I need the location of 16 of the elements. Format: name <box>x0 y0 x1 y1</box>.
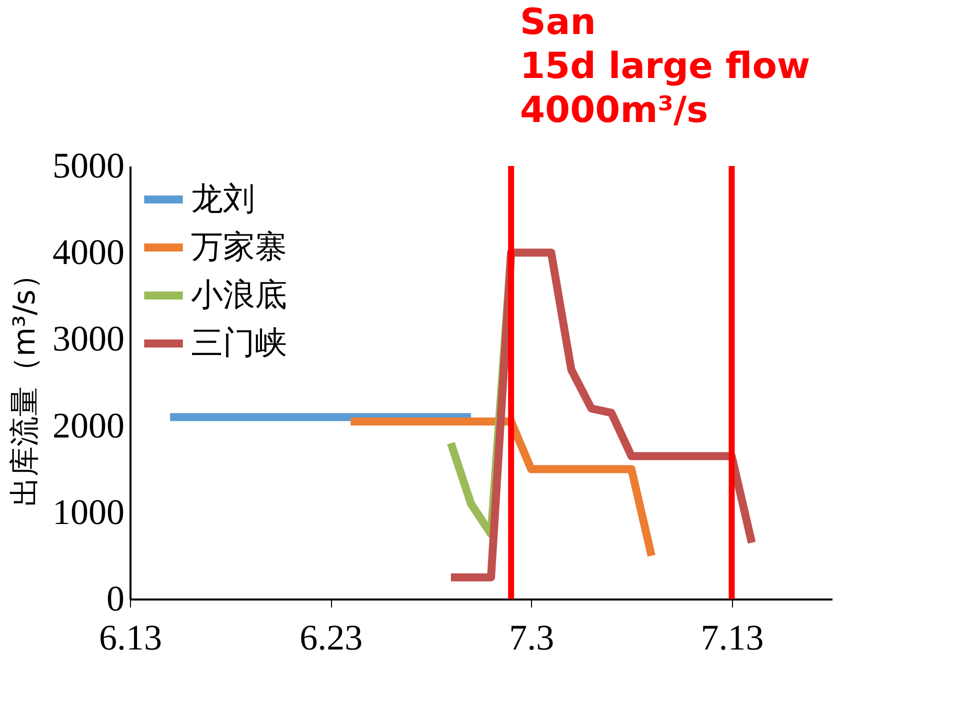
legend-label: 龙刘 <box>191 180 255 218</box>
y-tick-label: 2000 <box>52 405 124 446</box>
y-tick-label: 4000 <box>52 232 124 272</box>
x-tick-label: 7.3 <box>509 618 554 658</box>
text: San 15d large flow 4000m³/s <box>520 2 810 131</box>
legend-label: 万家寨 <box>191 228 287 266</box>
y-tick-label: 0 <box>106 578 124 618</box>
legend-label: 小浪底 <box>191 276 287 314</box>
x-tick-label: 7.13 <box>700 618 764 658</box>
y-tick-label: 3000 <box>52 318 124 359</box>
legend-label: 三门峡 <box>191 324 287 362</box>
y-tick-label: 5000 <box>52 146 124 186</box>
y-tick-label: 1000 <box>52 492 124 532</box>
y-axis-title: 出库流量（m³/s） <box>8 260 42 506</box>
x-tick-label: 6.23 <box>300 618 363 658</box>
x-tick-label: 6.13 <box>99 618 162 658</box>
